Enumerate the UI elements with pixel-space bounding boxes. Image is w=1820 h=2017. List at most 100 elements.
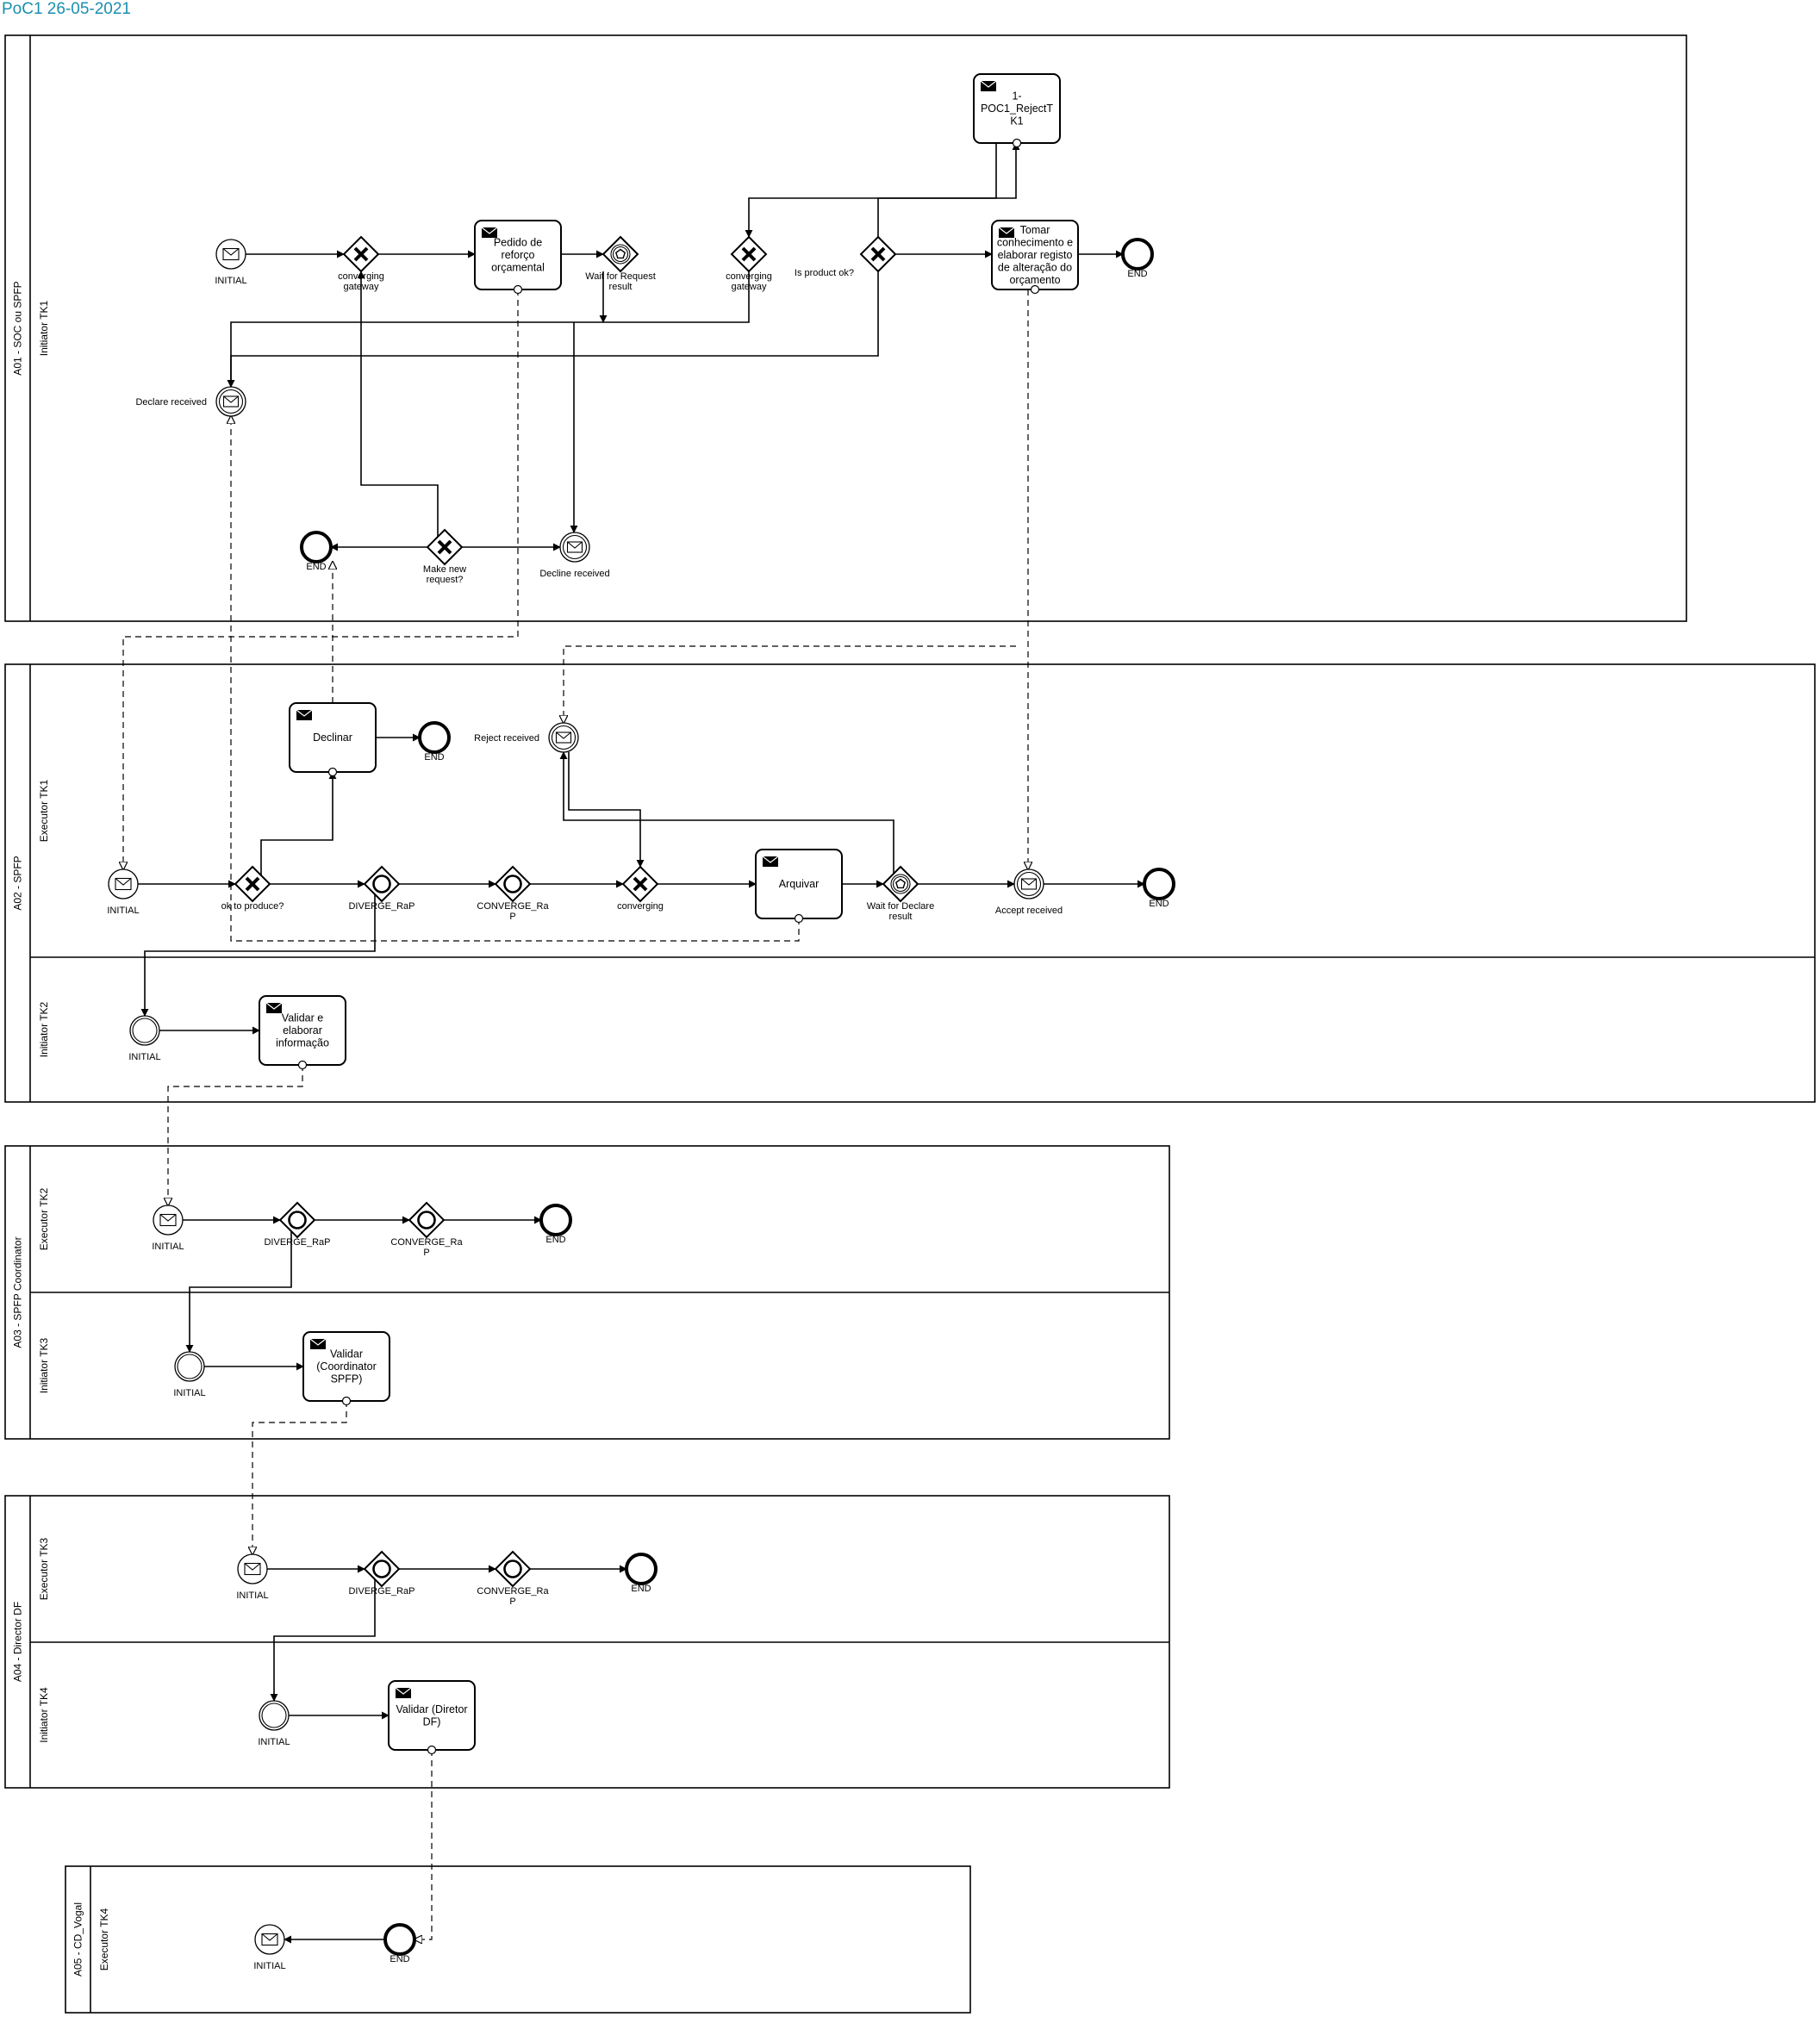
node-task[interactable]: Arquivar: [755, 849, 843, 924]
node-gateway-x[interactable]: Is product ok?: [795, 235, 897, 278]
sequence-flow: [568, 752, 645, 868]
message-flow-anchor: [341, 1396, 352, 1406]
node-end[interactable]: END: [383, 1923, 416, 1964]
task-label-line: conhecimento e: [997, 237, 1073, 249]
node-start-plain[interactable]: INITIAL: [128, 1015, 161, 1062]
node-start-message[interactable]: INITIAL: [236, 1553, 269, 1601]
task-label-line: orçamento: [1009, 274, 1060, 286]
node-label-line: INITIAL: [258, 1737, 290, 1747]
node-gateway-o[interactable]: DIVERGE_RaP: [264, 1201, 331, 1248]
node-label-line: result: [889, 912, 913, 922]
pool-p2: A02 - SPFP Executor TK1 Initiator TK2: [4, 663, 1816, 1103]
inclusive-circle-icon: [417, 1211, 436, 1229]
sequence-flow: [227, 271, 879, 388]
node-start-plain[interactable]: INITIAL: [258, 1700, 290, 1747]
end-event-circle: [300, 531, 333, 563]
lane-label: Initiator TK4: [38, 1687, 50, 1743]
node-label-line: INITIAL: [215, 276, 246, 286]
event-gateway-inner-icon: [612, 246, 629, 263]
pool-p3: A03 - SPFP Coordinator Executor TK2 Initia…: [4, 1145, 1170, 1440]
task-label-line: Validar: [330, 1348, 363, 1360]
node-gateway-x[interactable]: converging: [617, 865, 664, 912]
node-catch-message[interactable]: Decline received: [539, 532, 610, 579]
exclusive-x-icon: [741, 246, 757, 262]
node-gateway-o[interactable]: CONVERGE_RaP: [477, 865, 549, 922]
message-flow: [414, 1750, 433, 1939]
end-event-circle: [383, 1923, 416, 1956]
node-task[interactable]: Declinar: [289, 702, 377, 777]
node-start-message[interactable]: INITIAL: [253, 1924, 286, 1971]
node-label-line: converging: [617, 901, 664, 912]
sequence-flow: [185, 1229, 292, 1353]
task-label-line: Arquivar: [779, 878, 820, 890]
send-envelope-icon-flap: [980, 80, 997, 88]
start-inner-circle: [177, 1354, 203, 1379]
node-label-line: Reject received: [474, 733, 539, 744]
node-label-line: Is product ok?: [795, 268, 854, 278]
sequence-flow: [559, 751, 894, 877]
task-label-line: SPFP): [331, 1373, 363, 1385]
task-label-line: 1-: [1012, 90, 1021, 103]
message-flow-anchor: [1030, 284, 1040, 295]
node-gateway-x[interactable]: ok to produce?: [221, 865, 284, 912]
pool-label: A03 - SPFP Coordinator: [12, 1236, 24, 1348]
node-gateway-o[interactable]: CONVERGE_RaP: [477, 1550, 549, 1607]
node-start-message[interactable]: INITIAL: [152, 1205, 184, 1252]
task-label-line: de alteração do: [998, 262, 1072, 274]
node-end[interactable]: END: [300, 531, 333, 572]
node-end[interactable]: END: [625, 1553, 658, 1594]
task-label-line: DF): [423, 1715, 441, 1728]
node-label-line: result: [609, 282, 633, 292]
inclusive-circle-icon: [503, 1559, 522, 1578]
start-inner-circle: [132, 1018, 158, 1043]
exclusive-x-icon: [353, 246, 369, 262]
node-label-line: CONVERGE_Ra: [390, 1237, 463, 1248]
task-label-line: POC1_RejectT: [981, 103, 1053, 115]
node-label-line: INITIAL: [152, 1242, 184, 1252]
node-start-plain[interactable]: INITIAL: [173, 1351, 206, 1398]
message-envelope-icon-flap: [244, 1563, 261, 1571]
node-end[interactable]: END: [539, 1204, 572, 1245]
end-event-circle: [1143, 868, 1175, 900]
node-end[interactable]: END: [418, 721, 451, 763]
node-catch-message[interactable]: Reject received: [474, 722, 579, 753]
node-catch-message[interactable]: Accept received: [995, 868, 1063, 916]
pool-p4: A04 - Director DF Executor TK3 Initiator T…: [4, 1495, 1170, 1789]
node-label-line: gateway: [344, 282, 379, 292]
node-label-line: END: [545, 1235, 565, 1245]
node-end[interactable]: END: [1121, 238, 1154, 279]
node-start-message[interactable]: INITIAL: [215, 239, 247, 286]
node-gateway-o[interactable]: DIVERGE_RaP: [348, 865, 415, 912]
message-envelope-icon-flap: [222, 248, 240, 256]
pool-label: A01 - SOC ou SPFP: [12, 281, 24, 375]
node-label-line: CONVERGE_Ra: [477, 1586, 549, 1597]
node-start-message[interactable]: INITIAL: [107, 868, 140, 916]
node-catch-message[interactable]: Declare received: [135, 386, 246, 417]
inclusive-circle-icon: [503, 875, 522, 893]
node-end[interactable]: END: [1143, 868, 1175, 909]
node-label-line: Make new: [423, 564, 466, 575]
send-envelope-icon-flap: [395, 1687, 412, 1695]
node-label-line: CONVERGE_Ra: [477, 901, 549, 912]
lane-label: Initiator TK1: [38, 300, 50, 356]
node-gateway-o[interactable]: CONVERGE_RaP: [390, 1201, 463, 1258]
node-label-line: Declare received: [135, 397, 207, 408]
node-label-line: gateway: [732, 282, 767, 292]
pool-border: [4, 663, 1816, 1103]
catch-event-inner-circle: [551, 725, 577, 750]
node-gateway-o[interactable]: DIVERGE_RaP: [348, 1550, 415, 1597]
pool-p5: A05 - CD_Vogal Executor TK4: [65, 1865, 971, 2014]
exclusive-x-icon: [633, 876, 648, 892]
